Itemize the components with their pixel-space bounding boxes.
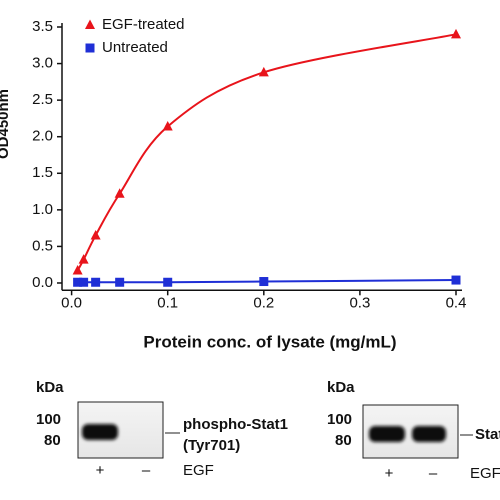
lane-label: + [385,465,394,482]
fit-curve [76,33,457,272]
legend-marker [85,43,95,53]
y-tick-label: 2.5 [32,91,53,108]
x-tick-label: 0.1 [157,294,178,311]
data-point [91,277,101,287]
y-tick-label: 3.5 [32,18,53,35]
x-tick-label: 0.0 [61,294,82,311]
data-point [115,277,125,287]
blot-label: (Tyr701) [183,437,240,454]
lane-label: + [96,462,105,479]
data-point [163,277,173,287]
lane-label: – [429,465,438,482]
blot-1: kDa 100 80 phospho-Stat1 (Tyr701) + – EG… [36,379,288,479]
lane-label: – [142,462,151,479]
data-point [114,188,125,198]
y-tick-label: 0.5 [32,237,53,254]
blot-2: kDa 100 80 Stat + – EGF [327,379,500,482]
treatment-label: EGF [183,462,214,479]
x-tick-label: 0.4 [446,294,467,311]
data-point [451,275,461,285]
marker-label: 100 [36,411,61,428]
data-point [162,120,173,131]
data-point [78,254,89,264]
y-tick-label: 2.0 [32,128,53,145]
data-point [258,66,269,77]
x-tick-label: 0.2 [253,294,274,311]
y-axis-label: OD450nm [0,89,12,159]
y-tick-label: 0.0 [32,274,53,291]
marker-label: 80 [335,432,352,449]
data-point [73,277,83,287]
legend-label: Untreated [102,39,168,56]
x-tick-label: 0.3 [349,294,370,311]
marker-label: 80 [44,432,61,449]
y-tick-label: 1.5 [32,164,53,181]
treatment-label: EGF [470,465,500,482]
y-tick-label: 1.0 [32,201,53,218]
data-point [90,229,101,240]
x-axis-label: Protein conc. of lysate (mg/mL) [143,332,396,351]
marker-label: 100 [327,411,352,428]
legend-label: EGF-treated [102,16,185,33]
band [82,424,118,440]
kda-label: kDa [327,379,355,396]
data-point [259,277,269,287]
blot-label: phospho-Stat1 [183,416,288,433]
band [412,426,446,442]
band [369,426,405,442]
data-point [72,265,83,275]
y-tick-label: 3.0 [32,55,53,72]
kda-label: kDa [36,379,64,396]
legend-marker [85,19,95,29]
blot-label: Stat [475,426,500,443]
data-point [79,277,89,287]
data-point [451,28,461,39]
